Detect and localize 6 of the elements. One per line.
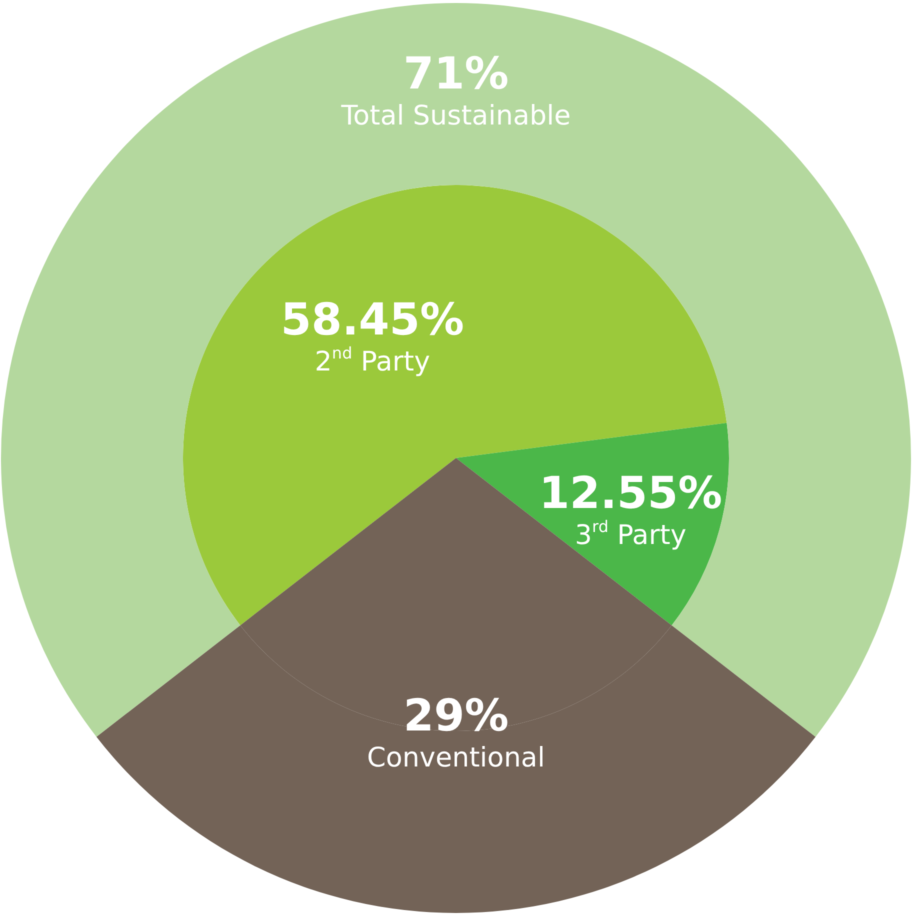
slice-label: Conventional xyxy=(367,742,545,774)
slice-label: Total Sustainable xyxy=(340,100,571,132)
data-label: 58.45% xyxy=(280,294,464,346)
data-label: 71% xyxy=(403,48,509,100)
data-label: 29% xyxy=(403,690,509,742)
data-label: 12.55% xyxy=(538,468,722,520)
